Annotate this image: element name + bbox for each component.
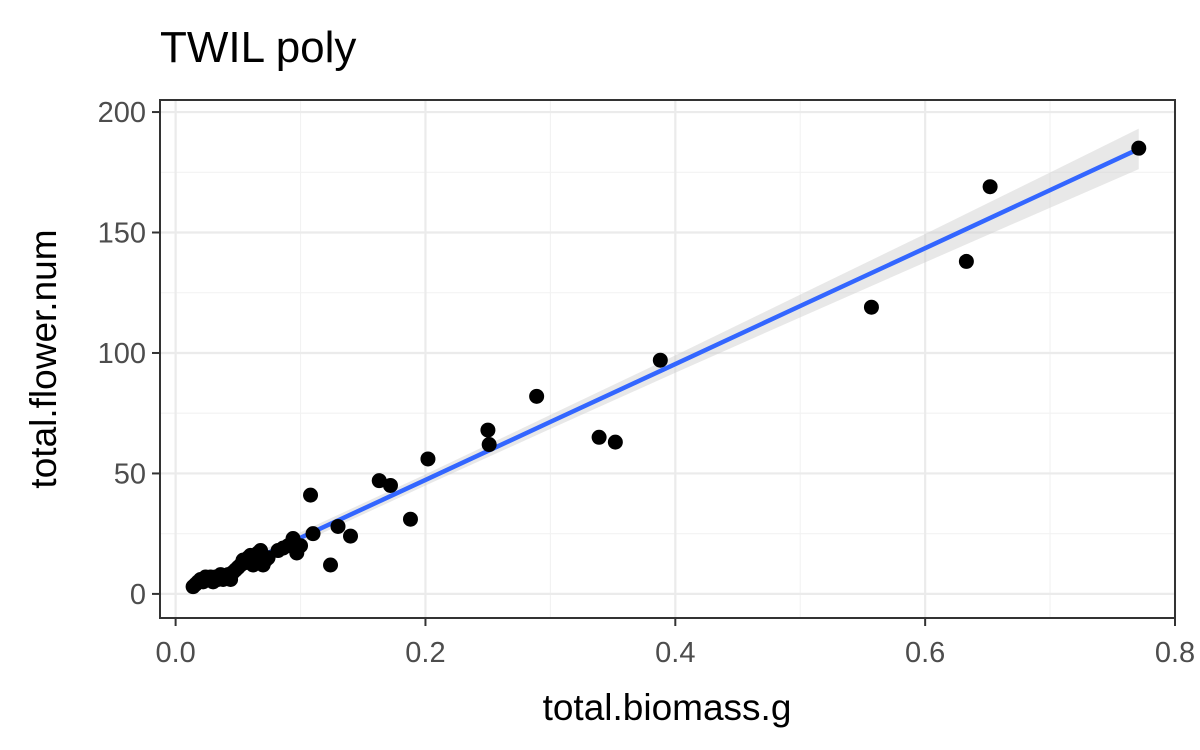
x-tick-label: 0.0 — [155, 637, 195, 669]
data-point — [607, 434, 623, 450]
data-point — [958, 253, 974, 269]
chart-title: TWIL poly — [160, 23, 356, 72]
data-point — [481, 437, 497, 453]
x-tick-label: 0.4 — [655, 637, 695, 669]
fit-line-layer — [190, 146, 1142, 591]
y-axis: 0 50 100 150 200 — [98, 97, 160, 611]
x-tick-label: 0.8 — [1155, 637, 1195, 669]
y-tick-label: 150 — [98, 218, 146, 250]
major-gridlines — [160, 100, 1177, 618]
data-point — [330, 518, 346, 534]
data-point — [323, 557, 339, 573]
data-point — [382, 477, 398, 493]
data-points — [185, 140, 1147, 595]
data-point — [529, 388, 545, 404]
y-tick-label: 100 — [98, 338, 146, 370]
data-point — [420, 451, 436, 467]
data-point — [305, 526, 321, 542]
y-tick-label: 50 — [114, 458, 146, 490]
data-point — [652, 352, 668, 368]
y-tick-label: 0 — [130, 579, 146, 611]
x-axis-title: total.biomass.g — [543, 687, 792, 728]
data-point — [293, 538, 309, 554]
regression-line — [190, 146, 1142, 591]
data-point — [591, 429, 607, 445]
panel-border — [159, 99, 1176, 619]
data-point — [480, 422, 496, 438]
minor-gridlines — [160, 100, 1175, 618]
data-point — [402, 511, 418, 527]
data-point — [863, 299, 879, 315]
data-point — [982, 179, 998, 195]
x-tick-label: 0.6 — [905, 637, 945, 669]
x-axis: 0.0 0.2 0.4 0.6 0.8 — [155, 618, 1195, 669]
data-point — [371, 473, 387, 489]
data-point — [343, 528, 359, 544]
y-tick-label: 200 — [98, 97, 146, 129]
x-tick-label: 0.2 — [405, 637, 445, 669]
data-point — [303, 487, 319, 503]
y-axis-title: total.flower.num — [23, 229, 64, 488]
data-point — [1131, 140, 1147, 156]
plot-panel — [159, 99, 1177, 619]
